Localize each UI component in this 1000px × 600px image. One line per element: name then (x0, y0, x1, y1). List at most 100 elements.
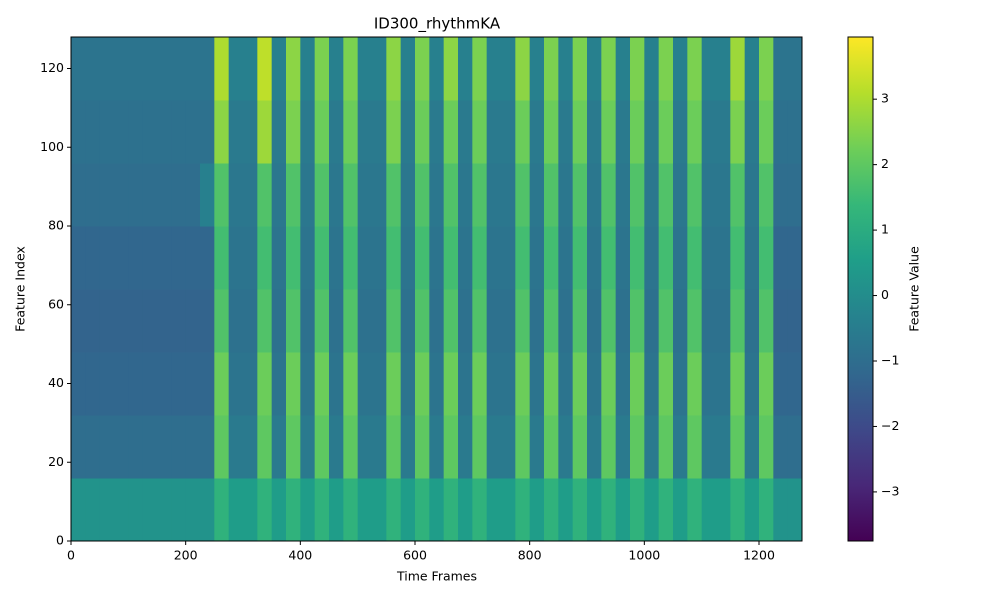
heatmap-cell (615, 415, 631, 479)
colorbar-tick-label: 3 (881, 91, 889, 106)
heatmap-cell (114, 289, 129, 353)
x-tick-label: 1200 (743, 548, 775, 563)
heatmap-cell (185, 100, 201, 164)
heatmap-cell (773, 226, 789, 290)
heatmap-cell (601, 37, 617, 101)
heatmap-cell (400, 226, 416, 290)
heatmap-cell (529, 289, 545, 353)
heatmap-cell (372, 100, 387, 164)
heatmap-cell (71, 226, 86, 290)
heatmap-cell (228, 352, 244, 416)
heatmap-cell (544, 163, 559, 227)
heatmap-cell (501, 478, 516, 542)
heatmap-cell (142, 163, 158, 227)
heatmap-cell (558, 100, 574, 164)
heatmap-cell (572, 289, 588, 353)
chart-title: ID300_rhythmKA (374, 15, 501, 34)
heatmap-cell (415, 289, 430, 353)
heatmap-cell (228, 100, 244, 164)
colorbar-tick-label: 1 (881, 222, 889, 237)
heatmap-cell (257, 289, 273, 353)
heatmap-cell (114, 478, 129, 542)
y-tick-label: 0 (56, 533, 64, 548)
heatmap-cell (99, 478, 115, 542)
heatmap-cell (300, 100, 316, 164)
heatmap-cell (185, 478, 201, 542)
heatmap-cell (128, 352, 144, 416)
heatmap-cell (615, 478, 631, 542)
heatmap-cell (286, 37, 301, 101)
heatmap-cell (443, 352, 459, 416)
heatmap-cell (687, 478, 703, 542)
heatmap-cell (357, 289, 373, 353)
heatmap-cell (744, 415, 760, 479)
heatmap-cell (271, 415, 287, 479)
heatmap-cell (601, 163, 617, 227)
heatmap-cell (171, 226, 187, 290)
heatmap-cell (501, 226, 516, 290)
heatmap-cell (630, 352, 645, 416)
heatmap-cell (357, 478, 373, 542)
heatmap-cell (400, 289, 416, 353)
heatmap-cell (787, 100, 803, 164)
heatmap-cell (99, 100, 115, 164)
heatmap-cell (343, 100, 359, 164)
heatmap-cell (630, 478, 645, 542)
heatmap-cell (544, 289, 559, 353)
heatmap-cell (730, 163, 746, 227)
heatmap-cell (515, 289, 531, 353)
heatmap-cell (458, 163, 473, 227)
heatmap-cell (630, 226, 645, 290)
heatmap-cell (329, 37, 344, 101)
heatmap-cell (357, 163, 373, 227)
heatmap-cell (587, 352, 602, 416)
heatmap-cell (787, 37, 803, 101)
heatmap-cell (357, 100, 373, 164)
heatmap-cell (171, 163, 187, 227)
heatmap-cell (716, 478, 731, 542)
heatmap-cell (658, 289, 674, 353)
heatmap-cell (185, 415, 201, 479)
heatmap-cell (730, 100, 746, 164)
heatmap-cell (329, 352, 344, 416)
heatmap-cell (773, 37, 789, 101)
heatmap-cell (587, 226, 602, 290)
heatmap-cell (286, 226, 301, 290)
heatmap-cell (85, 415, 101, 479)
heatmap-cell (701, 226, 717, 290)
heatmap-cell (744, 163, 760, 227)
heatmap-cell (415, 37, 430, 101)
heatmap-cell (744, 352, 760, 416)
heatmap-cell (214, 415, 230, 479)
y-tick-label: 80 (48, 218, 64, 233)
heatmap-cell (558, 415, 574, 479)
heatmap-cell (99, 289, 115, 353)
heatmap-cell (142, 100, 158, 164)
heatmap-cell (644, 352, 660, 416)
heatmap-cell (329, 478, 344, 542)
heatmap-cell (601, 226, 617, 290)
heatmap-cell (687, 352, 703, 416)
heatmap-cell (142, 415, 158, 479)
heatmap-cell (716, 100, 731, 164)
heatmap-cell (701, 289, 717, 353)
heatmap-cell (228, 415, 244, 479)
heatmap-cell (687, 415, 703, 479)
heatmap-cell (716, 289, 731, 353)
colorbar-label: Feature Value (907, 246, 922, 332)
heatmap-cell (228, 37, 244, 101)
heatmap-cell (357, 37, 373, 101)
heatmap-cell (71, 415, 86, 479)
heatmap-cell (429, 100, 445, 164)
heatmap-cell (214, 37, 230, 101)
heatmap-cell (587, 478, 602, 542)
heatmap-cell (658, 352, 674, 416)
heatmap-cell (730, 352, 746, 416)
heatmap-cell (343, 163, 359, 227)
heatmap-cell (271, 478, 287, 542)
heatmap-cell (587, 415, 602, 479)
heatmap-cell (673, 415, 688, 479)
heatmap-cell (171, 37, 187, 101)
heatmap-cell (529, 478, 545, 542)
